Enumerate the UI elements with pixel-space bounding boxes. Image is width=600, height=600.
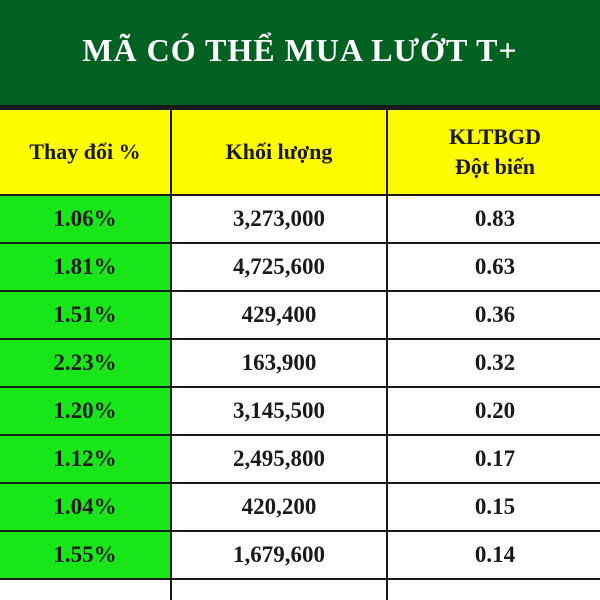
table-row: 1.20% 3,145,500 0.20 — [0, 386, 600, 436]
header-kltbgd-line1: KLTBGD — [448, 124, 542, 149]
header-volume-label: Khối lượng — [225, 139, 333, 164]
change-cell: 1.04% — [0, 482, 172, 532]
volume-cell — [170, 578, 388, 600]
volume-cell: 3,273,000 — [170, 194, 388, 244]
volume-cell: 1,679,600 — [170, 530, 388, 580]
change-cell: 1.51% — [0, 290, 172, 340]
table-row: 1.55% 1,679,600 0.14 — [0, 530, 600, 580]
change-cell: 1.81% — [0, 242, 172, 292]
change-cell: 2.23% — [0, 338, 172, 388]
volume-cell: 2,495,800 — [170, 434, 388, 484]
table-row: 1.12% 2,495,800 0.17 — [0, 434, 600, 484]
kltbgd-cell: 0.63 — [386, 242, 600, 292]
header-row: Thay đổi % Khối lượng KLTBGD Đột biến — [0, 108, 600, 196]
kltbgd-cell: 0.20 — [386, 386, 600, 436]
header-kltbgd: KLTBGD Đột biến — [386, 108, 600, 196]
header-change: Thay đổi % — [0, 108, 172, 196]
change-cell: 1.20% — [0, 386, 172, 436]
title-bar: MÃ CÓ THỂ MUA LƯỚT T+ — [0, 0, 600, 108]
kltbgd-cell: 0.32 — [386, 338, 600, 388]
volume-cell: 163,900 — [170, 338, 388, 388]
change-cell: 1.55% — [0, 530, 172, 580]
table-row: 1.04% 420,200 0.15 — [0, 482, 600, 532]
table-row: 1.06% 3,273,000 0.83 — [0, 194, 600, 244]
change-cell: 1.12% — [0, 434, 172, 484]
table-row — [0, 578, 600, 600]
kltbgd-cell — [386, 578, 600, 600]
kltbgd-cell: 0.14 — [386, 530, 600, 580]
table-row: 2.23% 163,900 0.32 — [0, 338, 600, 388]
table-row: 1.81% 4,725,600 0.63 — [0, 242, 600, 292]
kltbgd-cell: 0.15 — [386, 482, 600, 532]
kltbgd-cell: 0.17 — [386, 434, 600, 484]
volume-cell: 420,200 — [170, 482, 388, 532]
header-volume: Khối lượng — [170, 108, 388, 196]
table-row: 1.51% 429,400 0.36 — [0, 290, 600, 340]
header-change-label: Thay đổi % — [29, 139, 141, 164]
kltbgd-cell: 0.83 — [386, 194, 600, 244]
volume-cell: 4,725,600 — [170, 242, 388, 292]
kltbgd-cell: 0.36 — [386, 290, 600, 340]
table-title: MÃ CÓ THỂ MUA LƯỚT T+ — [82, 32, 518, 68]
stock-table: Thay đổi % Khối lượng KLTBGD Đột biến 1.… — [0, 108, 600, 600]
volume-cell: 3,145,500 — [170, 386, 388, 436]
volume-cell: 429,400 — [170, 290, 388, 340]
change-cell: 1.06% — [0, 194, 172, 244]
change-cell — [0, 578, 172, 600]
header-kltbgd-line2: Đột biến — [454, 154, 536, 179]
